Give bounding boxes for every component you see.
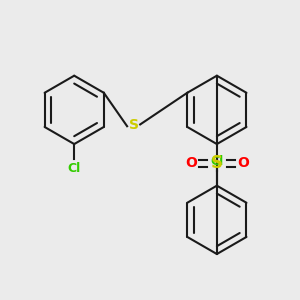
Text: S: S	[211, 154, 223, 172]
Text: O: O	[185, 156, 197, 170]
Text: Cl: Cl	[68, 162, 81, 175]
Text: O: O	[237, 156, 249, 170]
Text: Cl: Cl	[210, 155, 224, 168]
Text: S: S	[129, 118, 139, 132]
